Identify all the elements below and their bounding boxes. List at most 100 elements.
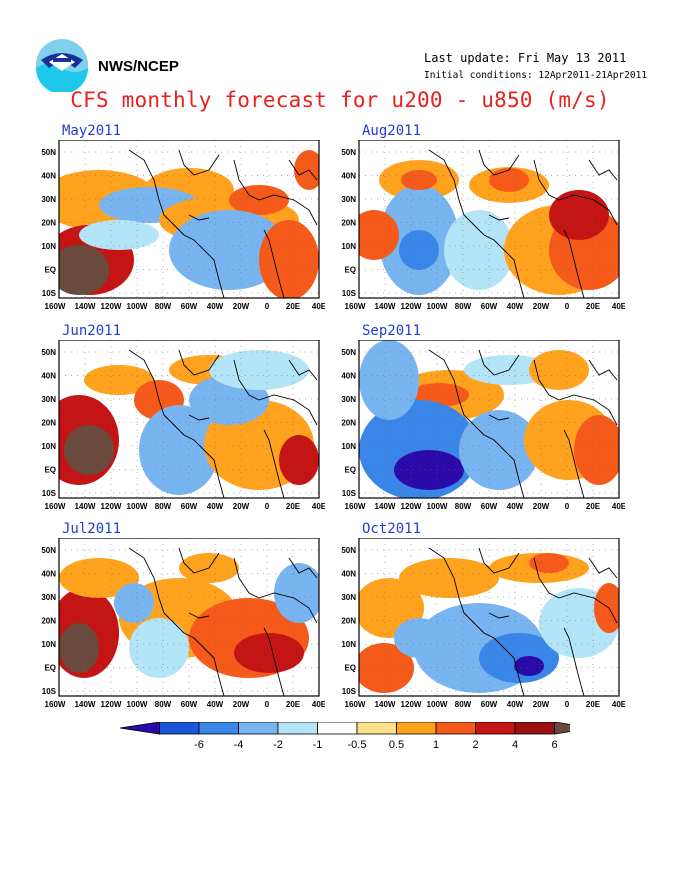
lat-tick-label: EQ [44, 466, 56, 475]
lat-tick-label: 40N [341, 172, 356, 181]
org-label: NWS/NCEP [98, 58, 179, 75]
lat-tick-label: 20N [41, 219, 56, 228]
lon-tick-label: 160W [45, 302, 66, 311]
lon-tick-label: 120W [401, 502, 422, 511]
anomaly-region [394, 450, 464, 490]
coastline [128, 349, 318, 498]
anomaly-region [59, 558, 139, 598]
anomaly-region [129, 618, 189, 678]
coastline [428, 149, 618, 298]
coastline [428, 349, 618, 498]
lon-tick-label: 100W [427, 302, 448, 311]
lat-tick-label: 10N [341, 242, 356, 251]
anomaly-region [234, 633, 304, 673]
colorbar-segment [435, 722, 476, 735]
lat-tick-label: 40N [341, 372, 356, 381]
lat-tick-label: EQ [344, 266, 356, 275]
coastline [128, 547, 318, 696]
lon-tick-label: 120W [401, 302, 422, 311]
lat-tick-label: 50N [41, 148, 56, 157]
colorbar-tick-label: -2 [273, 739, 283, 751]
anomaly-region [279, 435, 319, 485]
colorbar-segment [277, 722, 318, 735]
forecast-map: 50N 40N 30N 20N 10N EQ 10S 160W 140W 120W 100W 80W 6… [341, 538, 625, 709]
lat-tick-label: EQ [44, 266, 56, 275]
lat-tick-label: 30N [341, 195, 356, 204]
lon-tick-label: 40E [312, 302, 325, 311]
lon-tick-label: 20W [233, 700, 250, 709]
anomaly-region [401, 170, 437, 190]
colorbar-tick-label: -0.5 [348, 739, 367, 751]
forecast-map: 50N 40N 30N 20N 10N EQ 10S 160W 140W 120W 100W 80W 6… [41, 538, 325, 709]
lat-tick-label: 50N [41, 546, 56, 555]
colorbar-tick-label: -6 [194, 739, 204, 751]
lat-tick-label: 30N [41, 395, 56, 404]
lon-tick-label: 60W [481, 502, 498, 511]
lat-tick-label: EQ [344, 466, 356, 475]
lon-tick-label: 40W [207, 302, 224, 311]
lon-tick-label: 20E [286, 302, 301, 311]
lon-tick-label: 40W [507, 502, 524, 511]
panel-title: May2011 [62, 123, 122, 139]
colorbar-segment [119, 722, 160, 735]
anomaly-region [259, 220, 319, 298]
lon-tick-label: 140W [75, 302, 96, 311]
colorbar-tick-label: 2 [472, 739, 478, 751]
lon-tick-label: 80W [455, 700, 472, 709]
lon-tick-label: 160W [345, 700, 366, 709]
lat-tick-label: 10N [341, 640, 356, 649]
anomaly-region [79, 220, 159, 250]
lat-tick-label: 50N [41, 348, 56, 357]
lon-tick-label: 0 [265, 502, 270, 511]
colorbar-tick-label: 0.5 [389, 739, 404, 751]
panel-title: Aug2011 [362, 123, 422, 139]
lat-tick-label: 50N [341, 148, 356, 157]
lon-tick-label: 0 [265, 700, 270, 709]
lon-tick-label: 20W [533, 502, 550, 511]
lon-tick-label: 160W [45, 502, 66, 511]
forecast-map: 50N 40N 30N 20N 10N EQ 10S 160W 140W 120W 100W 80W 6… [41, 340, 325, 511]
anomaly-region [114, 583, 154, 623]
noaa-logo [36, 39, 88, 92]
anomaly-region [359, 643, 414, 693]
panel-title: Oct2011 [362, 521, 422, 537]
lat-tick-label: 10S [42, 289, 57, 298]
lon-tick-label: 120W [401, 700, 422, 709]
lon-tick-label: 0 [565, 502, 570, 511]
anomaly-region [169, 210, 289, 290]
colorbar-tick-label: 1 [433, 739, 439, 751]
lat-tick-label: 10N [41, 640, 56, 649]
lat-tick-label: 30N [41, 593, 56, 602]
lon-tick-label: 20E [586, 502, 601, 511]
lon-tick-label: 20W [533, 700, 550, 709]
lon-tick-label: 40W [207, 502, 224, 511]
lat-tick-label: 10S [342, 687, 357, 696]
lon-tick-label: 160W [345, 502, 366, 511]
colorbar-segment [238, 722, 279, 735]
lat-tick-label: 50N [341, 546, 356, 555]
colorbar-segment [159, 722, 200, 735]
lon-tick-label: 140W [375, 302, 396, 311]
lat-tick-label: 40N [41, 172, 56, 181]
lat-tick-label: 20N [341, 419, 356, 428]
lat-tick-label: 20N [341, 219, 356, 228]
lon-tick-label: 80W [455, 502, 472, 511]
lon-tick-label: 160W [45, 700, 66, 709]
lon-tick-label: 80W [155, 502, 172, 511]
lon-tick-label: 0 [265, 302, 270, 311]
anomaly-region [444, 210, 514, 290]
lat-tick-label: 30N [341, 395, 356, 404]
lon-tick-label: 120W [101, 502, 122, 511]
lon-tick-label: 40W [507, 700, 524, 709]
lat-tick-label: 10N [341, 442, 356, 451]
anomaly-region [549, 190, 609, 240]
lon-tick-label: 20W [233, 502, 250, 511]
colorbar-tick-label: -4 [234, 739, 244, 751]
colorbar-tick-label: 4 [512, 739, 518, 751]
lon-tick-label: 60W [481, 700, 498, 709]
colorbar-segment [475, 722, 516, 735]
anomaly-region [209, 350, 309, 390]
lat-tick-label: 10S [42, 687, 57, 696]
anomaly-region [399, 558, 499, 598]
lon-tick-label: 20W [233, 302, 250, 311]
